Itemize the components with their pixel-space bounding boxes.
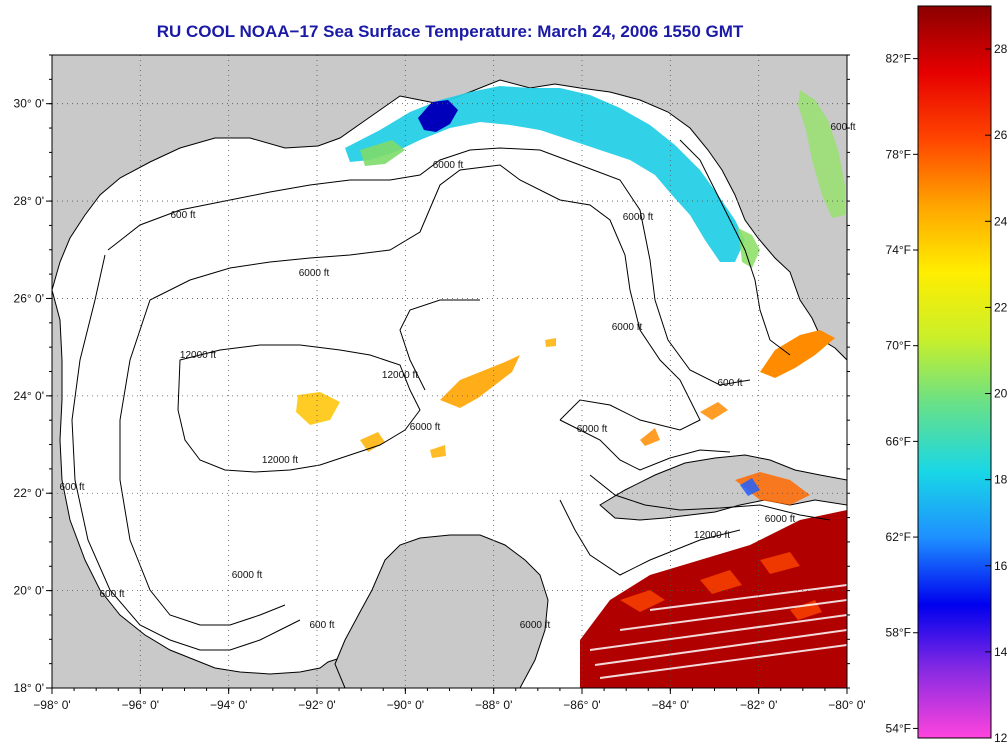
colorbar-celsius-label: 28°C [994,42,1008,56]
contour-straits-cuba [559,419,831,576]
lon-tick-label: −88° 0' [475,698,512,712]
colorbar-fahrenheit-label: 74°F [886,243,911,257]
lat-tick-label: 26° 0' [14,291,44,305]
lat-tick-label: 24° 0' [14,389,44,403]
map-title: RU COOL NOAA−17 Sea Surface Temperature:… [156,22,744,41]
sst-cuba-blue-spot [740,478,760,496]
contour-label: 600 ft [99,589,124,600]
map-axes: −98° 0' −96° 0' −94° 0' −92° 0' −90° 0' −88° … [14,54,866,712]
colorbar-fahrenheit-label: 82°F [886,52,911,66]
contour-label: 12000 ft [180,350,216,361]
sst-coastal-green [360,140,405,166]
sst-caribbean-hot-highlights [620,552,822,620]
sst-northern-shelf-band [345,86,745,262]
lon-tick-label: −86° 0' [563,698,600,712]
contour-label: 12000 ft [262,455,298,466]
colorbar [917,5,992,739]
contour-label: 6000 ft [765,514,796,525]
colorbar-fahrenheit-label: 58°F [886,626,911,640]
contour-label: 6000 ft [232,570,263,581]
contour-label: 600 ft [309,620,334,631]
lon-tick-label: −90° 0' [387,698,424,712]
land-mexico-west [52,289,346,688]
lat-tick-label: 20° 0' [14,584,44,598]
colorbar-celsius-label: 26°C [994,128,1008,142]
colorbar-celsius-label: 12°C [994,731,1008,745]
land-yucatan [334,534,549,688]
sst-florida-keys-warm [760,330,835,378]
lon-tick-label: −94° 0' [210,698,247,712]
colorbar-celsius-label: 14°C [994,645,1008,659]
colorbar-fahrenheit-label: 62°F [886,530,911,544]
contour-label: 6000 ft [299,268,330,279]
colorbar-celsius-label: 16°C [994,559,1008,573]
sst-caribbean-hot [580,510,847,688]
lat-tick-label: 22° 0' [14,486,44,500]
contour-label: 6000 ft [623,212,654,223]
contour-label: 600 ft [170,210,195,221]
lat-tick-label: 30° 0' [14,97,44,111]
contour-label: 600 ft [717,378,742,389]
sst-cuba-north-mixed [735,472,810,505]
contour-label: 6000 ft [520,620,551,631]
colorbar-fahrenheit-label: 70°F [886,339,911,353]
contour-label: 6000 ft [410,422,441,433]
colorbar-celsius-label: 22°C [994,300,1008,314]
contour-label: 6000 ft [433,160,464,171]
contour-label: 600 ft [59,482,84,493]
contour-label: 12000 ft [382,370,418,381]
sst-central-warm-patch [440,355,520,408]
contour-label: 6000 ft [577,424,608,435]
lon-tick-label: −82° 0' [740,698,777,712]
colorbar-ticks: 12°C 14°C 16°C 18°C 20°C 22°C 24°C 26°C 28°C 54°F… [886,42,1008,745]
colorbar-fahrenheit-label: 78°F [886,147,911,161]
contour-label: 600 ft [830,122,855,133]
lon-tick-label: −84° 0' [652,698,689,712]
colorbar-fahrenheit-label: 54°F [886,721,911,735]
lat-tick-label: 18° 0' [14,681,44,695]
colorbar-celsius-label: 20°C [994,387,1008,401]
sst-east-florida-green [798,90,845,218]
contour-label: 6000 ft [612,322,643,333]
sst-caribbean-scanlines [589,584,847,679]
sst-mississippi-plume-dark [418,100,458,132]
lon-tick-label: −80° 0' [828,698,865,712]
sst-florida-west-green [738,228,760,268]
contour-12000ft [177,344,421,473]
contour-label-group: 600 ft 6000 ft 6000 ft 600 ft 6000 ft 12000 f… [59,122,855,631]
lon-tick-label: −98° 0' [33,698,70,712]
lon-tick-label: −96° 0' [122,698,159,712]
contour-600ft [71,147,751,651]
lat-tick-label: 28° 0' [14,194,44,208]
map-layers [52,55,847,688]
sst-west-warm-patch [296,392,340,425]
contour-label: 12000 ft [694,530,730,541]
contour-east-shelf [679,139,791,356]
lon-tick-label: −92° 0' [298,698,335,712]
colorbar-fahrenheit-label: 66°F [886,434,911,448]
colorbar-celsius-label: 24°C [994,214,1008,228]
sst-straits-warm-patch [640,402,728,446]
colorbar-celsius-label: 18°C [994,473,1008,487]
land-us-mainland [52,55,847,361]
